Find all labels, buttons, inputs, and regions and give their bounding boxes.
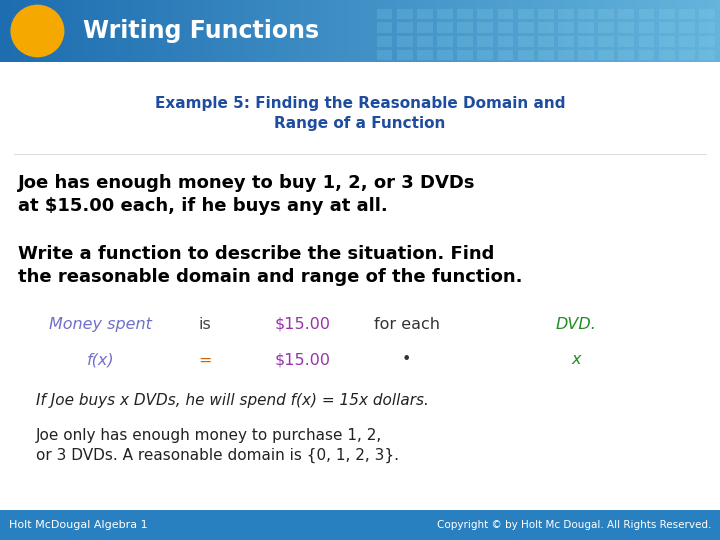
- Text: is: is: [199, 316, 212, 332]
- Bar: [377, 50, 392, 60]
- Bar: [397, 50, 413, 60]
- Bar: [639, 9, 654, 19]
- Bar: [457, 22, 473, 33]
- Bar: [618, 50, 634, 60]
- Bar: [639, 50, 654, 60]
- Bar: [598, 9, 614, 19]
- Bar: [417, 22, 433, 33]
- Bar: [679, 9, 695, 19]
- Bar: [558, 9, 574, 19]
- Bar: [397, 9, 413, 19]
- Bar: [618, 36, 634, 46]
- Bar: [377, 9, 392, 19]
- Bar: [457, 50, 473, 60]
- Text: •: •: [402, 353, 412, 367]
- Bar: [699, 22, 715, 33]
- Bar: [437, 50, 453, 60]
- Text: Copyright © by Holt Mc Dougal. All Rights Reserved.: Copyright © by Holt Mc Dougal. All Right…: [437, 520, 711, 530]
- Bar: [417, 50, 433, 60]
- Bar: [679, 22, 695, 33]
- Bar: [538, 36, 554, 46]
- Bar: [417, 36, 433, 46]
- Bar: [598, 22, 614, 33]
- Bar: [558, 36, 574, 46]
- Bar: [618, 22, 634, 33]
- Bar: [578, 9, 594, 19]
- Bar: [498, 50, 513, 60]
- Bar: [699, 50, 715, 60]
- Bar: [498, 36, 513, 46]
- Bar: [558, 50, 574, 60]
- Bar: [578, 22, 594, 33]
- Bar: [377, 22, 392, 33]
- Bar: [518, 50, 534, 60]
- Text: for each: for each: [374, 316, 440, 332]
- Text: =: =: [199, 353, 212, 367]
- Bar: [618, 9, 634, 19]
- Bar: [518, 36, 534, 46]
- Text: $15.00: $15.00: [274, 316, 330, 332]
- Bar: [659, 22, 675, 33]
- Bar: [679, 36, 695, 46]
- Bar: [417, 9, 433, 19]
- Bar: [578, 50, 594, 60]
- Bar: [397, 36, 413, 46]
- Bar: [498, 22, 513, 33]
- Text: x: x: [571, 353, 581, 367]
- Bar: [477, 22, 493, 33]
- Bar: [639, 36, 654, 46]
- Bar: [679, 50, 695, 60]
- Bar: [659, 9, 675, 19]
- Text: Joe has enough money to buy 1, 2, or 3 DVDs
at $15.00 each, if he buys any at al: Joe has enough money to buy 1, 2, or 3 D…: [18, 174, 475, 214]
- Bar: [457, 9, 473, 19]
- Text: Joe only has enough money to purchase 1, 2,
or 3 DVDs. A reasonable domain is {0: Joe only has enough money to purchase 1,…: [36, 428, 399, 463]
- Bar: [457, 36, 473, 46]
- Bar: [518, 22, 534, 33]
- Bar: [477, 36, 493, 46]
- Text: Example 5: Finding the Reasonable Domain and
Range of a Function: Example 5: Finding the Reasonable Domain…: [155, 96, 565, 131]
- Bar: [397, 22, 413, 33]
- Bar: [639, 22, 654, 33]
- Bar: [377, 36, 392, 46]
- Bar: [558, 22, 574, 33]
- Bar: [498, 9, 513, 19]
- Bar: [437, 9, 453, 19]
- Text: If Joe buys x DVDs, he will spend f(x) = 15x dollars.: If Joe buys x DVDs, he will spend f(x) =…: [36, 393, 429, 408]
- Bar: [578, 36, 594, 46]
- Text: Writing Functions: Writing Functions: [83, 19, 319, 43]
- Bar: [477, 50, 493, 60]
- Text: $15.00: $15.00: [274, 353, 330, 367]
- Text: f(x): f(x): [87, 353, 114, 367]
- Bar: [659, 50, 675, 60]
- Bar: [0, 510, 720, 540]
- Bar: [437, 22, 453, 33]
- Bar: [538, 9, 554, 19]
- Text: Holt McDougal Algebra 1: Holt McDougal Algebra 1: [9, 520, 148, 530]
- Ellipse shape: [10, 5, 65, 57]
- Bar: [598, 36, 614, 46]
- Bar: [437, 36, 453, 46]
- Text: Money spent: Money spent: [50, 316, 152, 332]
- Text: Write a function to describe the situation. Find
the reasonable domain and range: Write a function to describe the situati…: [18, 245, 523, 286]
- Bar: [538, 50, 554, 60]
- Bar: [598, 50, 614, 60]
- Bar: [659, 36, 675, 46]
- Bar: [699, 36, 715, 46]
- Bar: [477, 9, 493, 19]
- Text: DVD.: DVD.: [556, 316, 596, 332]
- Bar: [518, 9, 534, 19]
- Bar: [538, 22, 554, 33]
- Bar: [699, 9, 715, 19]
